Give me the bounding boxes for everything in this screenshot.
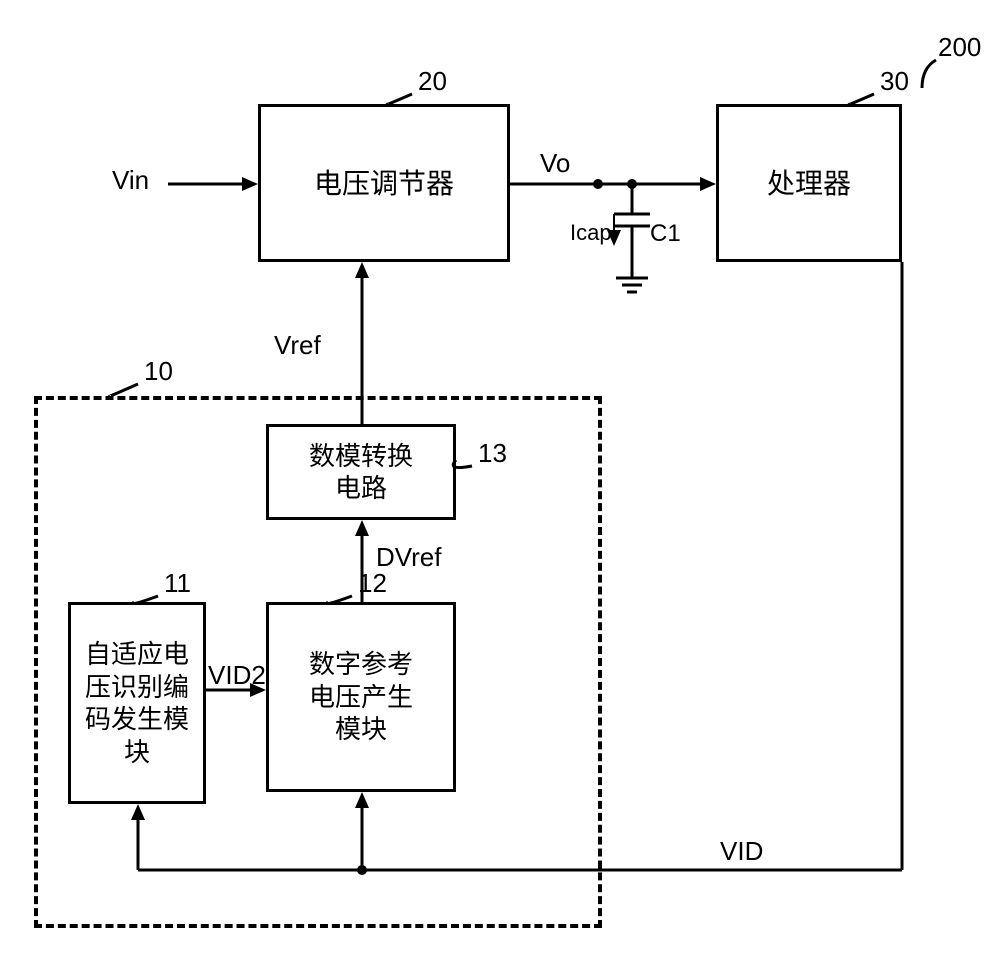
ref-30: 30 bbox=[880, 66, 909, 97]
block-avid: 自适应电 压识别编 码发生模 块 bbox=[68, 602, 206, 804]
block-regulator: 电压调节器 bbox=[258, 104, 510, 262]
label-vin: Vin bbox=[112, 165, 149, 196]
block-dac: 数模转换 电路 bbox=[266, 424, 456, 520]
ref-20: 20 bbox=[418, 66, 447, 97]
block-dvref-gen: 数字参考 电压产生 模块 bbox=[266, 602, 456, 792]
label-c1: C1 bbox=[650, 220, 681, 248]
ref-200: 200 bbox=[938, 32, 981, 63]
label-vref: Vref bbox=[274, 330, 321, 361]
block-dac-label: 数模转换 电路 bbox=[309, 440, 413, 505]
block-regulator-label: 电压调节器 bbox=[314, 166, 454, 201]
label-vid2: VID2 bbox=[208, 660, 266, 691]
ref-11: 11 bbox=[164, 568, 191, 599]
ref-13: 13 bbox=[478, 438, 507, 469]
block-dvref-gen-label: 数字参考 电压产生 模块 bbox=[309, 648, 413, 746]
block-processor: 处理器 bbox=[716, 104, 902, 262]
ref-12: 12 bbox=[358, 568, 387, 599]
diagram-canvas: 电压调节器 处理器 数模转换 电路 数字参考 电压产生 模块 自适应电 压识别编… bbox=[0, 0, 1000, 958]
block-processor-label: 处理器 bbox=[767, 166, 851, 201]
label-vid: VID bbox=[720, 836, 763, 867]
block-avid-label: 自适应电 压识别编 码发生模 块 bbox=[85, 638, 189, 768]
ref-10: 10 bbox=[144, 356, 173, 387]
label-icap: Icap bbox=[570, 220, 612, 246]
label-vo: Vo bbox=[540, 148, 570, 179]
